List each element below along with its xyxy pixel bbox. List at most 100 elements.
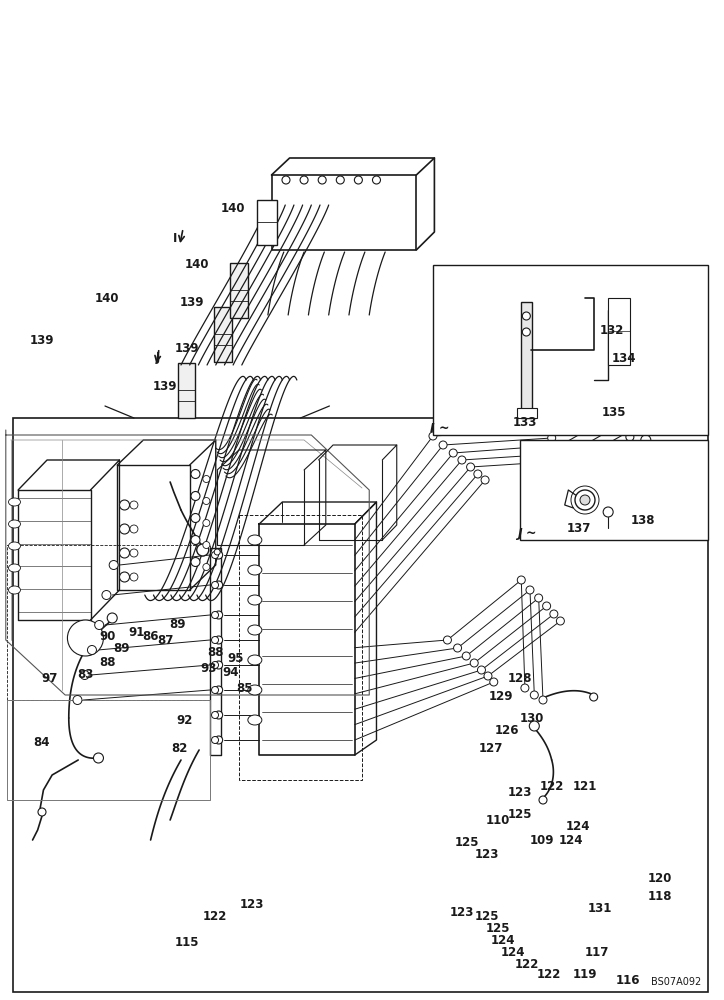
Text: 115: 115 xyxy=(174,936,199,948)
Ellipse shape xyxy=(248,535,262,545)
Text: 85: 85 xyxy=(237,682,253,694)
Circle shape xyxy=(214,611,223,619)
Circle shape xyxy=(203,542,210,548)
Circle shape xyxy=(191,558,200,566)
Circle shape xyxy=(542,602,551,610)
Text: 135: 135 xyxy=(602,406,626,418)
Circle shape xyxy=(481,476,489,484)
Circle shape xyxy=(203,476,210,483)
Circle shape xyxy=(191,536,200,544)
Circle shape xyxy=(67,620,104,656)
Text: 123: 123 xyxy=(450,906,474,918)
Text: 132: 132 xyxy=(599,324,624,336)
Text: 89: 89 xyxy=(169,617,185,631)
Ellipse shape xyxy=(248,655,262,665)
Ellipse shape xyxy=(248,565,262,575)
Circle shape xyxy=(107,613,117,623)
Circle shape xyxy=(130,501,138,509)
Circle shape xyxy=(318,176,327,184)
Bar xyxy=(7,545,210,700)
Circle shape xyxy=(336,176,345,184)
Circle shape xyxy=(80,670,89,680)
Text: 139: 139 xyxy=(153,379,177,392)
Text: 125: 125 xyxy=(508,808,532,820)
Circle shape xyxy=(130,525,138,533)
Text: 125: 125 xyxy=(486,922,510,934)
Ellipse shape xyxy=(9,586,20,594)
Circle shape xyxy=(211,637,219,644)
Circle shape xyxy=(529,721,539,731)
Circle shape xyxy=(211,686,219,694)
Text: 122: 122 xyxy=(539,780,564,792)
Circle shape xyxy=(214,736,223,744)
Circle shape xyxy=(191,470,200,479)
Text: 125: 125 xyxy=(455,836,479,850)
Text: 124: 124 xyxy=(565,820,590,832)
Circle shape xyxy=(119,500,130,510)
Circle shape xyxy=(641,435,651,445)
Bar xyxy=(214,307,232,362)
Text: 126: 126 xyxy=(494,724,519,736)
Ellipse shape xyxy=(9,542,20,550)
Text: 94: 94 xyxy=(222,666,238,678)
Text: 119: 119 xyxy=(573,968,597,982)
Circle shape xyxy=(203,520,210,526)
Text: I: I xyxy=(173,232,177,244)
Circle shape xyxy=(191,491,200,500)
Bar xyxy=(239,515,362,780)
Circle shape xyxy=(477,666,486,674)
Text: 88: 88 xyxy=(208,646,224,658)
Text: BS07A092: BS07A092 xyxy=(651,977,701,987)
Circle shape xyxy=(484,672,492,680)
Circle shape xyxy=(453,644,462,652)
Circle shape xyxy=(439,441,447,449)
Text: I ~: I ~ xyxy=(431,422,450,434)
Circle shape xyxy=(522,328,531,336)
Text: 117: 117 xyxy=(585,946,610,958)
Circle shape xyxy=(38,808,46,816)
Circle shape xyxy=(575,456,584,464)
Circle shape xyxy=(458,456,466,464)
Circle shape xyxy=(547,434,556,442)
Text: 88: 88 xyxy=(99,656,115,670)
Circle shape xyxy=(95,620,104,630)
Text: 109: 109 xyxy=(529,834,554,846)
Text: 84: 84 xyxy=(34,736,50,748)
Text: 92: 92 xyxy=(177,714,193,726)
Circle shape xyxy=(530,691,539,699)
Text: 86: 86 xyxy=(143,630,159,643)
Circle shape xyxy=(539,696,547,704)
Circle shape xyxy=(211,712,219,718)
Circle shape xyxy=(626,433,634,441)
Circle shape xyxy=(211,736,219,744)
Ellipse shape xyxy=(9,498,20,506)
Circle shape xyxy=(102,590,111,599)
Circle shape xyxy=(429,432,437,440)
Circle shape xyxy=(214,549,220,555)
Bar xyxy=(433,265,708,435)
Circle shape xyxy=(470,659,479,667)
Circle shape xyxy=(211,662,219,668)
Text: 124: 124 xyxy=(500,946,525,960)
Bar xyxy=(257,200,277,245)
Circle shape xyxy=(521,684,529,692)
Text: 90: 90 xyxy=(99,630,115,643)
Circle shape xyxy=(550,610,558,618)
Ellipse shape xyxy=(248,685,262,695)
Circle shape xyxy=(119,572,130,582)
Text: 95: 95 xyxy=(227,652,243,664)
Text: 122: 122 xyxy=(536,968,561,982)
Circle shape xyxy=(93,753,104,763)
Circle shape xyxy=(672,488,681,496)
Text: 128: 128 xyxy=(508,672,532,684)
Circle shape xyxy=(566,449,575,457)
Circle shape xyxy=(517,576,526,584)
Circle shape xyxy=(489,678,498,686)
Circle shape xyxy=(556,617,565,625)
Circle shape xyxy=(203,564,210,570)
Text: 83: 83 xyxy=(77,668,93,682)
Text: 116: 116 xyxy=(616,974,641,988)
Text: 122: 122 xyxy=(203,910,227,922)
Circle shape xyxy=(449,449,458,457)
Circle shape xyxy=(211,611,219,618)
